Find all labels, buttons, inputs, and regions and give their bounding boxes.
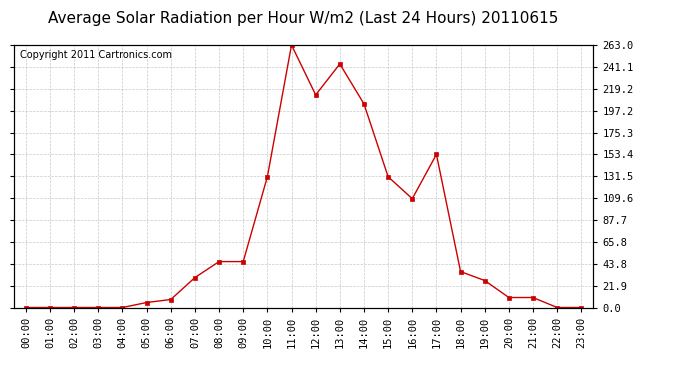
Text: Copyright 2011 Cartronics.com: Copyright 2011 Cartronics.com	[19, 50, 172, 60]
Text: Average Solar Radiation per Hour W/m2 (Last 24 Hours) 20110615: Average Solar Radiation per Hour W/m2 (L…	[48, 11, 559, 26]
